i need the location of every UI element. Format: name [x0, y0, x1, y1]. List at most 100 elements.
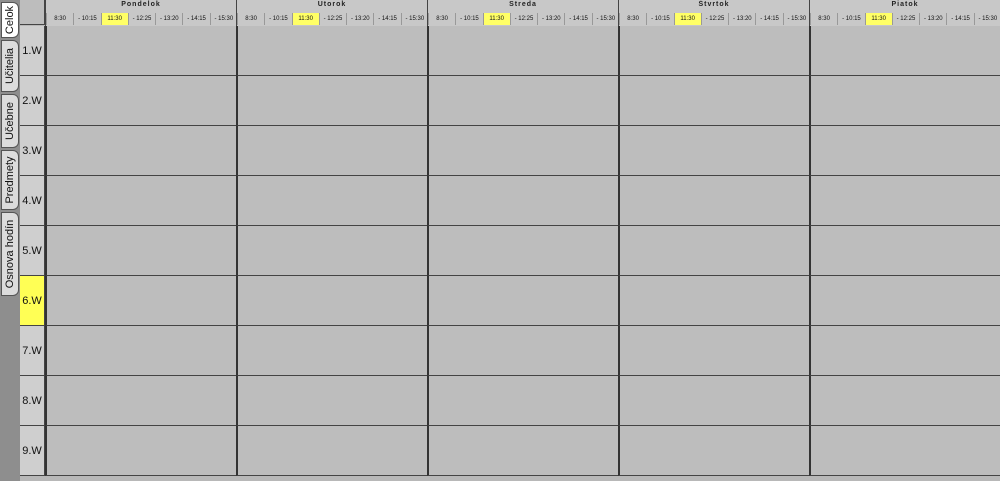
day-block: [427, 26, 618, 76]
day-block: [809, 76, 1000, 126]
time-slot-label: 8:30: [46, 13, 73, 25]
class-row-header[interactable]: 2.W: [20, 76, 45, 126]
day-block: [45, 176, 236, 226]
day-block: [427, 326, 618, 376]
time-slot-label: 11:30: [482, 13, 510, 25]
time-slot-label: - 15:30: [400, 13, 428, 25]
day-header-4: Štvrtok 8:30- 10:15 11:30- 12:25- 13:20- 1…: [618, 0, 809, 26]
day-block: [236, 76, 427, 126]
day-name: Pondelok: [121, 1, 161, 8]
day-block: [45, 376, 236, 426]
side-tab-2[interactable]: Učitelia: [1, 40, 19, 92]
time-slot-label: - 12:25: [318, 13, 346, 25]
day-block: [45, 76, 236, 126]
time-slot-label: - 10:15: [73, 13, 100, 25]
day-block: [236, 226, 427, 276]
day-name: Štvrtok: [698, 1, 730, 8]
time-slot-label: - 10:15: [455, 13, 482, 25]
day-header-2: Utorok 8:30- 10:15 11:30- 12:25- 13:20- 14…: [236, 0, 427, 26]
class-row-header[interactable]: 5.W: [20, 226, 45, 276]
class-row-header[interactable]: 8.W: [20, 376, 45, 426]
day-block: [45, 276, 236, 326]
day-block: [427, 276, 618, 326]
day-block: [618, 176, 809, 226]
day-block: [809, 26, 1000, 76]
grid-corner: [20, 0, 45, 25]
side-tab-label: Učebne: [4, 102, 16, 140]
side-tab-label: Predmety: [4, 156, 16, 204]
day-header-1: Pondelok 8:30- 10:15 11:30- 12:25- 13:20- …: [45, 0, 236, 26]
time-slot-label: 11:30: [673, 13, 701, 25]
time-slot-label: 8:30: [237, 13, 264, 25]
time-slot-label: 8:30: [619, 13, 646, 25]
time-slot-label: - 13:20: [537, 13, 564, 25]
day-block: [45, 226, 236, 276]
day-block: [45, 126, 236, 176]
time-slot-label: - 12:25: [509, 13, 537, 25]
class-row-header[interactable]: 1.W: [20, 26, 45, 76]
day-block: [427, 426, 618, 476]
day-block: [618, 426, 809, 476]
day-block: [45, 26, 236, 76]
day-block: [618, 26, 809, 76]
day-block: [236, 326, 427, 376]
day-block: [618, 126, 809, 176]
day-block: [236, 26, 427, 76]
time-slot-label: - 14:15: [182, 13, 209, 25]
time-slot-label: 8:30: [810, 13, 837, 25]
day-block: [618, 76, 809, 126]
time-slot-label: - 14:15: [564, 13, 591, 25]
day-block: [45, 326, 236, 376]
day-block: [45, 426, 236, 476]
time-slot-label: 11:30: [291, 13, 319, 25]
side-tab-label: Učitelia: [4, 47, 16, 85]
time-slot-label: - 12:25: [700, 13, 728, 25]
class-row-header[interactable]: 3.W: [20, 126, 45, 176]
class-row-header[interactable]: 6.W: [20, 276, 45, 326]
day-block: [236, 176, 427, 226]
day-block: [618, 326, 809, 376]
day-block: [427, 226, 618, 276]
day-name: Piatok: [891, 1, 919, 8]
day-block: [809, 376, 1000, 426]
day-block: [618, 276, 809, 326]
side-tab-bar: Celok Učitelia Učebne Predmety Osnova hodín: [0, 0, 20, 481]
class-row-header[interactable]: 7.W: [20, 326, 45, 376]
side-tab-1[interactable]: Celok: [1, 2, 19, 38]
day-block: [618, 226, 809, 276]
day-block: [809, 426, 1000, 476]
time-slot-label: - 15:30: [591, 13, 619, 25]
time-slot-label: - 14:15: [755, 13, 782, 25]
side-tab-4[interactable]: Predmety: [1, 150, 19, 210]
day-block: [809, 126, 1000, 176]
day-name: Streda: [509, 1, 537, 8]
class-row-header[interactable]: 4.W: [20, 176, 45, 226]
day-header-3: Streda 8:30- 10:15 11:30- 12:25- 13:20- 14…: [427, 0, 618, 26]
day-block: [427, 76, 618, 126]
day-block: [809, 276, 1000, 326]
time-slot-label: - 15:30: [209, 13, 237, 25]
time-slot-label: - 12:25: [891, 13, 919, 25]
time-slot-label: - 14:15: [946, 13, 973, 25]
day-block: [809, 176, 1000, 226]
side-tab-label: Celok: [4, 5, 16, 35]
side-tab-5[interactable]: Osnova hodín: [1, 212, 19, 296]
day-block: [236, 276, 427, 326]
day-block: [236, 126, 427, 176]
day-block: [427, 126, 618, 176]
day-name: Utorok: [317, 1, 347, 8]
time-slot-label: - 15:30: [782, 13, 810, 25]
side-tab-3[interactable]: Učebne: [1, 94, 19, 148]
day-block: [427, 176, 618, 226]
time-slot-label: - 13:20: [155, 13, 182, 25]
time-slot-label: - 10:15: [646, 13, 673, 25]
time-slot-label: - 13:20: [728, 13, 755, 25]
side-tab-label: Osnova hodín: [4, 219, 16, 289]
day-block: [618, 376, 809, 426]
day-header-5: Piatok 8:30- 10:15 11:30- 12:25- 13:20- 14…: [809, 0, 1000, 26]
day-block: [809, 326, 1000, 376]
time-slot-label: - 13:20: [346, 13, 373, 25]
class-row-header[interactable]: 9.W: [20, 426, 45, 476]
day-block: [427, 376, 618, 426]
